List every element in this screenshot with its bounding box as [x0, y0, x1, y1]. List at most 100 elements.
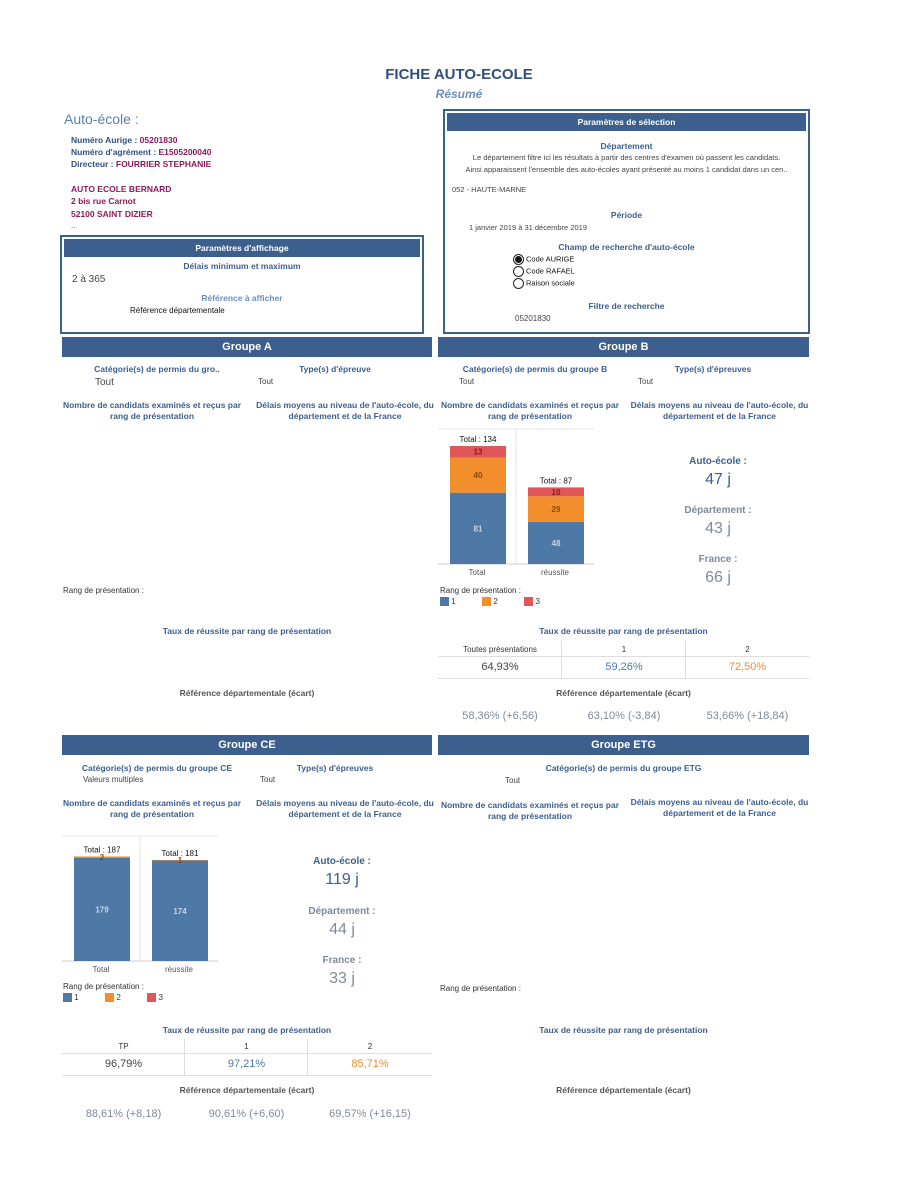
groupe-ce-ref-1: 90,61% (+6,60) — [208, 1108, 285, 1120]
category-label: réussite — [165, 965, 194, 974]
groupe-etg-categorie-value[interactable]: Tout — [505, 776, 521, 785]
bar-value-label: 10 — [552, 488, 561, 497]
bar-segment-rang1 — [528, 521, 584, 564]
affichage-panel: Paramètres d'affichage Délais minimum et… — [60, 235, 424, 334]
groupe-ce-kpi-france-label: France : — [322, 955, 362, 966]
groupe-ce-th-1: 1 — [244, 1042, 249, 1051]
legend-rang1-swatch — [440, 597, 449, 607]
groupe-b-kpi-dept-label: Département : — [684, 505, 752, 516]
groupe-ce-legend: 1 2 3 — [63, 993, 163, 1003]
groupe-b-legend: 1 2 3 — [440, 597, 540, 607]
groupe-ce-th-tp: TP — [118, 1042, 129, 1051]
ecole-name: AUTO ECOLE BERNARD — [71, 184, 172, 194]
radio-code-rafael[interactable]: Code RAFAEL — [513, 266, 575, 277]
bar-segment-rang1 — [74, 857, 130, 961]
groupe-b-kpi-ecole-value: 47 j — [705, 471, 731, 488]
delais-label: Délais minimum et maximum — [183, 261, 301, 271]
groupe-b-categorie-label: Catégorie(s) de permis du groupe B — [462, 364, 608, 374]
bar-segment-rang2 — [450, 457, 506, 493]
bar-value-label: 13 — [474, 448, 483, 457]
legend-rang3-label: 3 — [535, 597, 540, 606]
page-title: FICHE AUTO-ECOLE — [385, 66, 533, 83]
groupe-b-kpi-france-value: 66 j — [705, 569, 731, 586]
groupe-ce-categorie-value[interactable]: Valeurs multiples — [83, 775, 144, 784]
agrement-value: E1505200040 — [158, 147, 212, 157]
groupe-ce-kpi-ecole-label: Auto-école : — [313, 856, 371, 867]
groupe-ce-td-2: 85,71% — [351, 1058, 389, 1070]
delais-value[interactable]: 2 à 365 — [72, 274, 106, 285]
groupe-b-type-value[interactable]: Tout — [638, 377, 654, 386]
reference-label: Référence à afficher — [201, 293, 283, 303]
champ-label: Champ de recherche d'auto-école — [558, 242, 695, 252]
bar-segment-rang2 — [74, 856, 130, 858]
groupe-a-delais-label: Délais moyens au niveau de l'auto-école,… — [256, 400, 434, 421]
legend-rang3-swatch — [524, 597, 534, 607]
groupe-a-type-value[interactable]: Tout — [258, 377, 274, 386]
groupe-b-td-1: 59,26% — [605, 661, 643, 673]
directeur-value: FOURRIER STEPHANIE — [115, 159, 212, 169]
bar-total-label: Total : 87 — [540, 476, 573, 485]
bar-value-label: 2 — [100, 853, 105, 862]
groupe-ce-categorie-label: Catégorie(s) de permis du groupe CE — [81, 763, 233, 773]
groupe-etg-taux-label: Taux de réussite par rang de présentatio… — [539, 1025, 708, 1035]
aurige-label: Numéro Aurige : — [71, 135, 140, 145]
bar-value-label: 40 — [474, 471, 483, 480]
page-subtitle: Résumé — [435, 87, 483, 101]
groupe-ce-ref-label: Référence départementale (écart) — [179, 1085, 315, 1095]
groupe-b-kpi-ecole-label: Auto-école : — [689, 456, 747, 467]
bar-value-label: 174 — [173, 907, 187, 916]
groupe-b-ref-toutes: 58,36% (+6,56) — [462, 710, 538, 722]
bar-segment-rang3 — [528, 487, 584, 497]
groupe-a-type-label: Type(s) d'épreuve — [299, 364, 371, 374]
aurige-value: 05201830 — [139, 135, 178, 145]
agrement-row: Numéro d'agrément : E1505200040 — [71, 147, 211, 157]
legend-rang2-swatch — [482, 597, 492, 607]
bar-total-label: Total : 187 — [84, 845, 121, 854]
groupe-b-categorie-value[interactable]: Tout — [459, 377, 475, 386]
departement-select[interactable]: 052 - HAUTE-MARNE — [452, 185, 527, 194]
bar-value-label: 48 — [552, 539, 561, 548]
groupe-b-ref-2: 53,66% (+18,84) — [706, 710, 789, 722]
filtre-input[interactable]: 05201830 — [515, 314, 551, 323]
legend-rang2-label: 2 — [493, 597, 498, 606]
reference-value[interactable]: Référence départementale — [130, 306, 225, 315]
groupe-b-rang-label: Rang de présentation : — [440, 586, 521, 595]
radio-raison-sociale[interactable]: Raison sociale — [513, 278, 575, 289]
periode-label: Période — [610, 210, 643, 220]
bar-segment-rang1 — [152, 860, 208, 961]
ecole-address1: 2 bis rue Carnot — [71, 196, 136, 206]
groupe-b-th-2: 2 — [745, 645, 750, 654]
groupe-ce-kpi-france-value: 33 j — [329, 970, 355, 987]
groupe-ce-kpi-dept-value: 44 j — [329, 921, 355, 938]
groupe-ce-rang-label: Rang de présentation : — [63, 982, 144, 991]
periode-value[interactable]: 1 janvier 2019 à 31 décembre 2019 — [469, 223, 588, 232]
ecole-heading: Auto-école : — [64, 111, 139, 127]
groupe-b-td-toutes: 64,93% — [481, 661, 519, 673]
legend-rang2-label: 2 — [116, 993, 121, 1002]
legend-rang3-label: 3 — [158, 993, 163, 1002]
groupe-ce-kpi-dept-label: Département : — [308, 906, 376, 917]
groupe-a-nombre-label: Nombre de candidats examinés et reçus pa… — [62, 400, 242, 421]
groupe-etg-ref-label: Référence départementale (écart) — [556, 1085, 691, 1095]
groupe-etg-nombre-label: Nombre de candidats examinés et reçus pa… — [440, 800, 620, 821]
radio-icon — [513, 266, 524, 277]
legend-rang1-label: 1 — [451, 597, 456, 606]
groupe-b-kpi-dept-value: 43 j — [705, 520, 731, 537]
bar-total-label: Total : 134 — [460, 435, 497, 444]
groupe-b-nombre-label: Nombre de candidats examinés et reçus pa… — [440, 400, 620, 421]
groupe-a-categorie-value[interactable]: Tout — [95, 377, 114, 388]
radio-code-aurige[interactable]: Code AURIGE — [513, 254, 574, 265]
bar-value-label: 179 — [95, 905, 109, 914]
groupe-ce-delais-label: Délais moyens au niveau de l'auto-école,… — [256, 798, 434, 819]
bar-value-label: 81 — [474, 524, 483, 533]
bar-segment-rang3 — [450, 446, 506, 458]
category-label: Total — [469, 568, 486, 577]
bar-segment-rang2 — [152, 859, 208, 861]
groupe-a-header: Groupe A — [62, 337, 432, 357]
groupe-a-ref-label: Référence départementale (écart) — [179, 688, 315, 698]
aurige-row: Numéro Aurige : 05201830 — [71, 135, 177, 145]
groupe-b-delais-label: Délais moyens au niveau de l'auto-école,… — [630, 400, 809, 421]
groupe-ce-type-value[interactable]: Tout — [260, 775, 276, 784]
groupe-ce-kpi-ecole-value: 119 j — [325, 871, 359, 888]
